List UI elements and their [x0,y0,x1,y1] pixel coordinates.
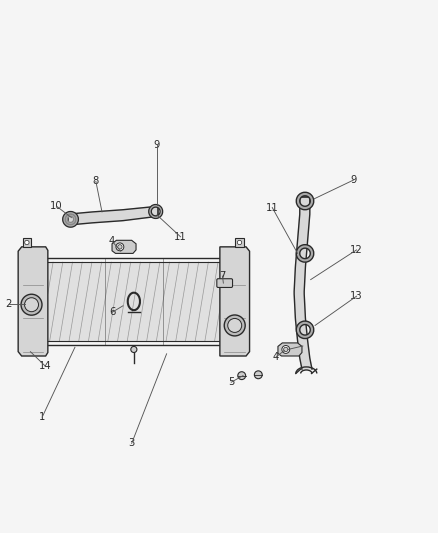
Text: 14: 14 [39,361,52,371]
Text: 4: 4 [109,236,115,246]
Polygon shape [278,343,302,356]
Circle shape [118,245,122,249]
Wedge shape [296,245,314,262]
Polygon shape [112,240,136,253]
Wedge shape [65,214,76,224]
Circle shape [254,371,262,379]
Bar [235,238,244,247]
Text: 8: 8 [93,176,99,187]
Polygon shape [294,197,312,369]
Text: 9: 9 [350,175,357,185]
Circle shape [224,315,245,336]
Circle shape [131,346,137,352]
Text: 13: 13 [350,291,363,301]
Text: 4: 4 [272,352,279,362]
Circle shape [25,298,39,312]
Text: 6: 6 [109,308,115,317]
Polygon shape [18,247,48,356]
Polygon shape [220,247,250,356]
Text: 2: 2 [5,298,12,309]
Circle shape [25,240,29,245]
Bar [46,262,221,341]
Text: 12: 12 [350,245,363,255]
Circle shape [284,348,288,352]
Text: 3: 3 [128,438,135,448]
Text: 11: 11 [174,232,187,242]
Circle shape [237,240,242,245]
Circle shape [21,294,42,315]
Text: 14: 14 [297,341,309,351]
Wedge shape [296,192,314,210]
Text: 5: 5 [228,377,234,387]
Wedge shape [149,205,162,219]
Bar [22,238,31,247]
Circle shape [116,243,124,251]
Text: 10: 10 [50,201,63,211]
Circle shape [228,318,242,333]
Text: 11: 11 [266,203,279,213]
FancyBboxPatch shape [217,279,233,287]
Circle shape [238,372,246,379]
Wedge shape [63,212,78,227]
Polygon shape [68,206,158,225]
Text: 1: 1 [39,412,46,422]
Circle shape [282,345,290,353]
Wedge shape [296,321,314,338]
Text: 9: 9 [154,140,160,150]
Text: 7: 7 [219,271,226,281]
